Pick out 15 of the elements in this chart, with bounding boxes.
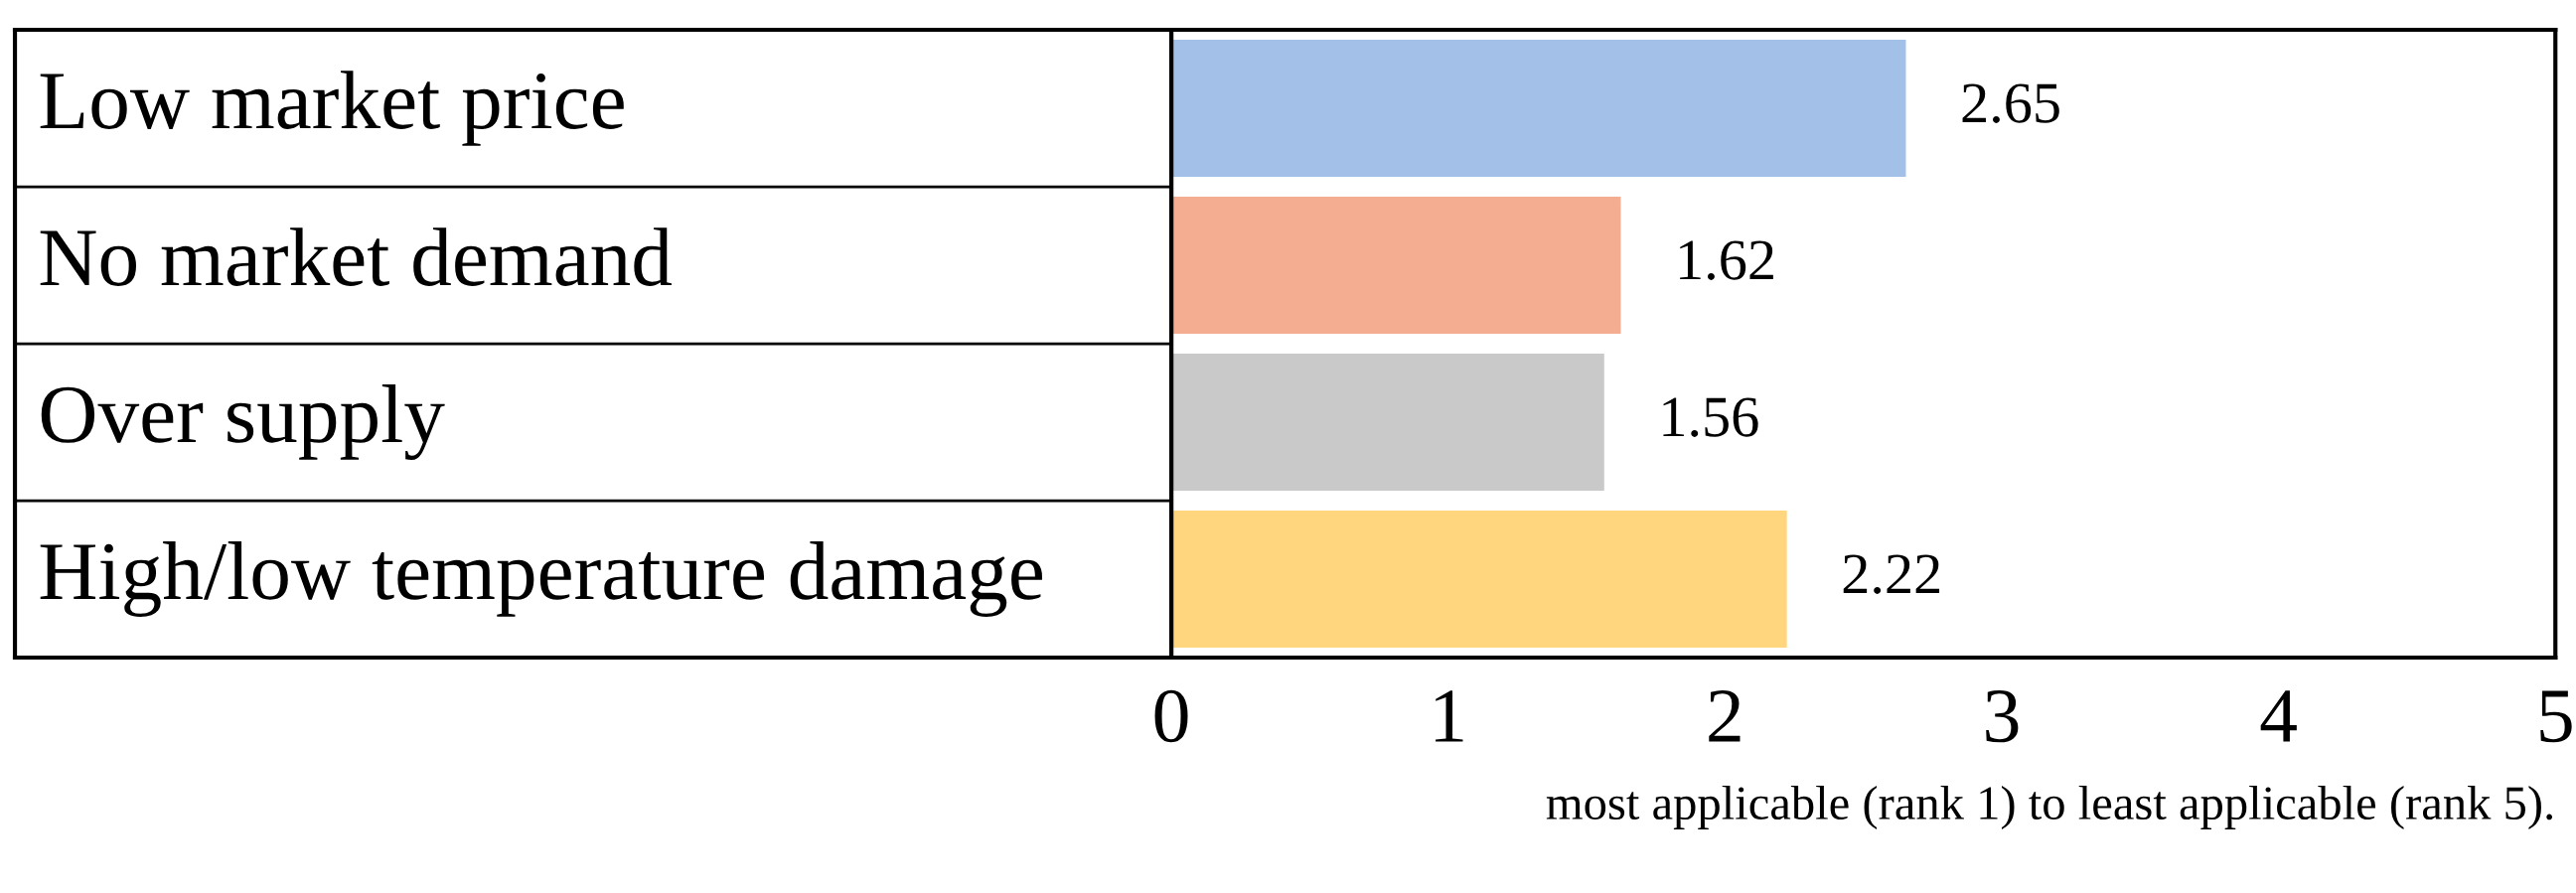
x-tick-label: 5	[2540, 690, 2572, 743]
x-tick-label: 4	[2260, 690, 2297, 742]
x-tick-label: 2	[1709, 690, 1741, 742]
x-tick-label: 0	[1154, 689, 1188, 743]
x-axis-title: most applicable (rank 1) to least applicable (rank 5).	[1546, 785, 2553, 829]
y-tick-label: Low market price	[40, 71, 624, 146]
data-label: 1.62	[1680, 240, 1773, 280]
x-tick-label: 3	[1986, 690, 2019, 743]
data-label: 1.56	[1663, 397, 1758, 437]
data-label: 2.65	[1962, 83, 2059, 123]
x-tick-label: 1	[1436, 690, 1463, 742]
y-tick-label: No market demand	[40, 227, 672, 286]
y-tick-label: Over supply	[41, 384, 445, 460]
data-label: 2.22	[1843, 554, 1940, 594]
y-tick-label: High/low temperature damage	[40, 541, 1042, 617]
